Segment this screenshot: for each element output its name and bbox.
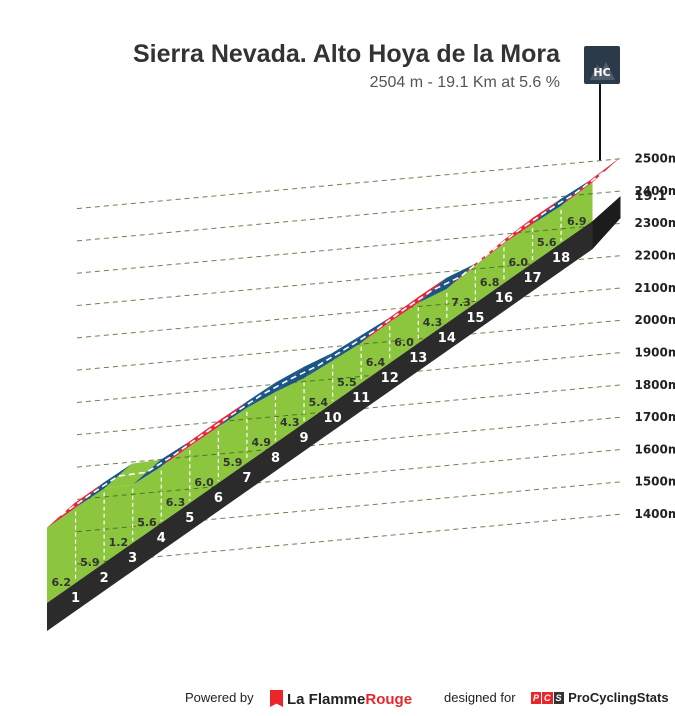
gradient-label: 5.6 (137, 516, 157, 529)
km-marker-label: 1 (71, 591, 80, 606)
gradient-label: 5.6 (537, 236, 557, 249)
altitude-gridline (76, 448, 623, 500)
altitude-gridline (76, 513, 623, 565)
gradient-label: 4.9 (251, 436, 271, 449)
gradient-label: 4.3 (280, 416, 300, 429)
gradient-label: 6.3 (166, 496, 186, 509)
altitude-gridline (76, 416, 623, 468)
km-marker-label: 14 (438, 331, 456, 346)
lafr-logo[interactable]: La FlammeRouge (270, 690, 412, 708)
road-segment (161, 421, 218, 467)
category-label: HC (593, 66, 610, 79)
altitude-tick-label: 2300m (634, 216, 675, 230)
gradient-label: 6.0 (194, 476, 214, 489)
gradient-label: 6.8 (480, 276, 500, 289)
km-marker-label: 13 (409, 351, 427, 366)
km-marker-label: 3 (128, 551, 137, 566)
gradient-label: 6.0 (508, 256, 528, 269)
total-distance-label: 19.1 (634, 189, 666, 204)
gradient-label: 5.5 (337, 376, 357, 389)
footer: Powered by La FlammeRouge designed for P… (0, 688, 675, 712)
altitude-tick-label: 1800m (634, 378, 675, 392)
km-strip-end (592, 196, 621, 250)
category-badge: HC (584, 46, 620, 84)
altitude-gridline (76, 190, 623, 242)
altitude-tick-label: 2400m (634, 184, 675, 198)
designed-for-text: designed for (444, 690, 516, 705)
altitude-tick-label: 1500m (634, 475, 675, 489)
altitude-gridline (76, 255, 623, 307)
km-marker-label: 16 (495, 291, 513, 306)
pcs-badge-p: P (531, 692, 542, 704)
gradient-label: 5.4 (309, 396, 329, 409)
flame-flag-icon (270, 690, 283, 707)
pcs-name: ProCyclingStats (568, 690, 669, 705)
lafr-brand-a: La Flamme (287, 691, 366, 708)
km-marker-label: 4 (157, 531, 166, 546)
pcs-badge-s: S (553, 692, 564, 704)
gradient-label: 5.9 (223, 456, 243, 469)
road-segment (304, 335, 361, 379)
profile-area (47, 182, 593, 603)
altitude-gridline (76, 351, 623, 403)
gradient-label: 6.4 (366, 356, 386, 369)
gradient-label: 1.2 (109, 536, 129, 549)
altitude-tick-label: 1600m (634, 442, 675, 456)
km-marker-label: 6 (214, 491, 223, 506)
road-segment (389, 277, 447, 323)
gradient-label: 5.9 (80, 556, 100, 569)
altitude-tick-label: 2000m (634, 313, 675, 327)
gradient-label: 4.3 (423, 316, 443, 329)
powered-by-text: Powered by (185, 690, 254, 705)
km-strip (47, 221, 593, 631)
km-marker-label: 15 (466, 311, 484, 326)
altitude-tick-label: 2200m (634, 249, 675, 263)
altitude-tick-label: 2100m (634, 281, 675, 295)
km-marker-label: 2 (100, 571, 109, 586)
road-segment (47, 482, 104, 528)
gradient-label: 6.2 (52, 576, 72, 589)
altitude-gridline (76, 158, 623, 210)
km-marker-label: 11 (352, 391, 370, 406)
altitude-gridline (76, 222, 623, 274)
km-marker-label: 8 (271, 451, 280, 466)
gradient-label: 6.9 (567, 215, 587, 228)
altitude-tick-label: 2500m (634, 152, 675, 166)
road-segment (503, 198, 561, 244)
altitude-gridline (76, 287, 623, 339)
chart-subtitle: 2504 m - 19.1 Km at 5.6 % (370, 74, 560, 91)
km-marker-label: 5 (185, 511, 194, 526)
km-marker-label: 12 (381, 371, 399, 386)
gradient-label: 7.3 (451, 296, 471, 309)
road-segment (218, 382, 275, 427)
chart-title: Sierra Nevada. Alto Hoya de la Mora (133, 40, 561, 68)
altitude-tick-label: 1900m (634, 345, 675, 359)
lafr-brand-b: Rouge (365, 691, 413, 708)
gradient-label: 6.0 (394, 336, 414, 349)
pcs-badge-c: C (542, 692, 553, 704)
altitude-tick-label: 1700m (634, 410, 675, 424)
km-marker-label: 10 (324, 411, 342, 426)
altitude-tick-label: 1400m (634, 507, 675, 521)
road-centre-line (60, 169, 607, 516)
km-marker-label: 18 (552, 251, 570, 266)
km-marker-label: 17 (523, 271, 541, 286)
km-marker-label: 7 (242, 471, 251, 486)
km-marker-label: 9 (300, 431, 309, 446)
